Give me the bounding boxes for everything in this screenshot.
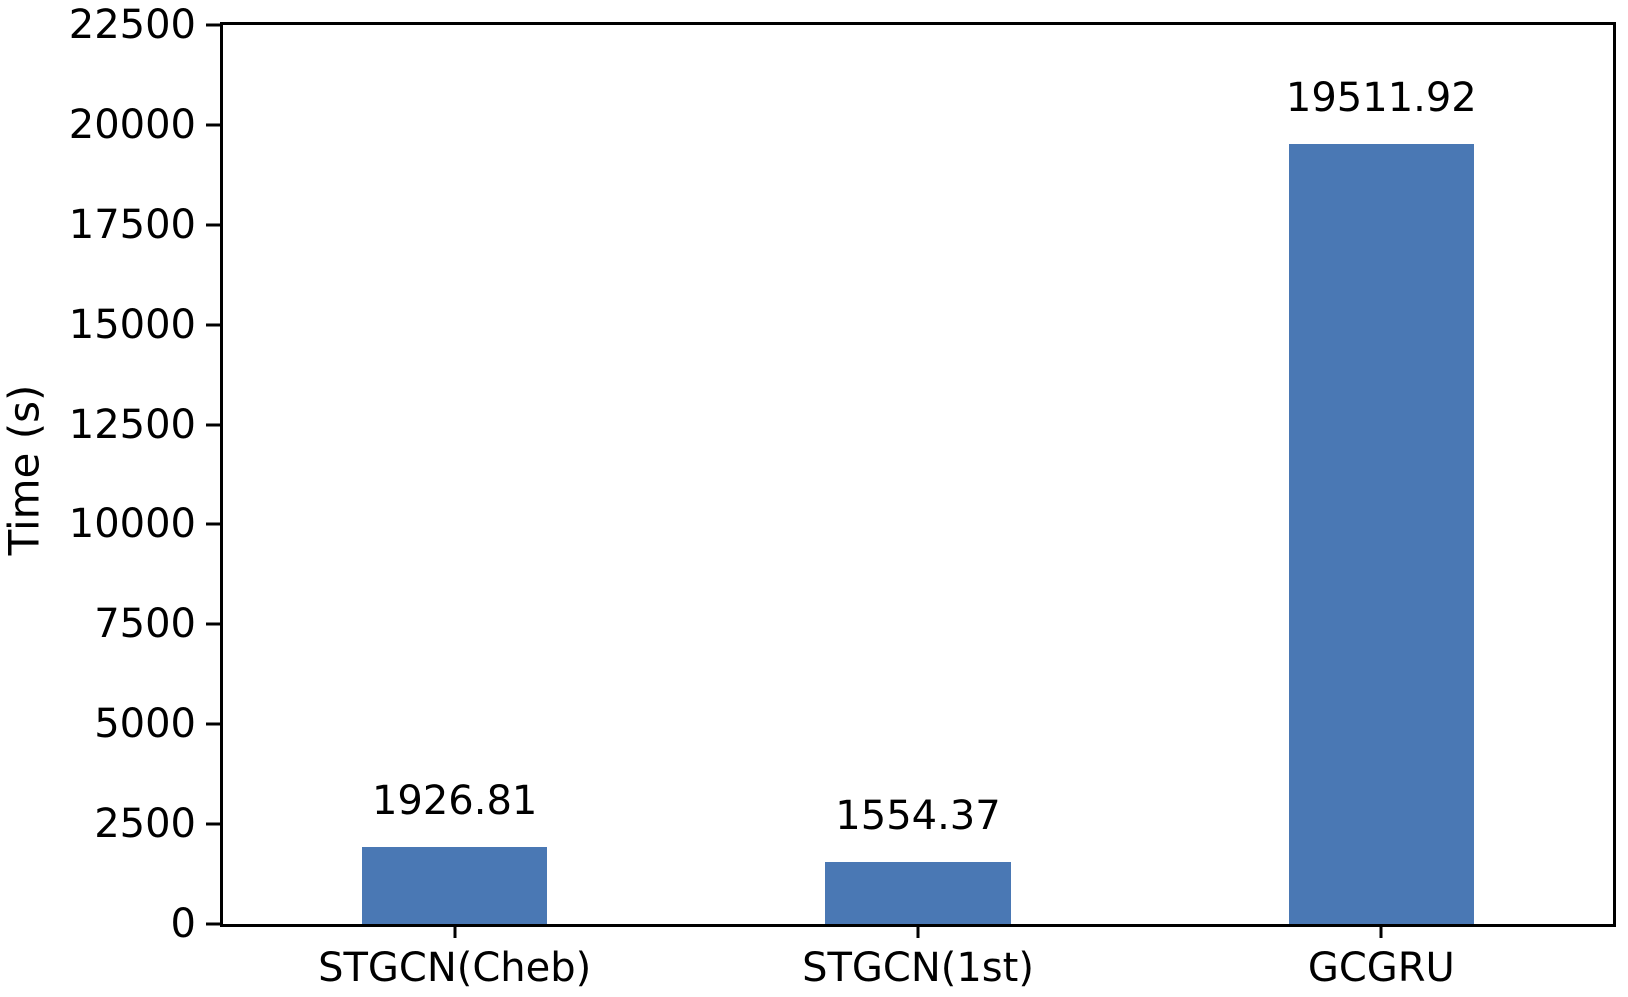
bar-value-label: 1554.37 — [835, 792, 1001, 839]
y-tick-label: 15000 — [68, 301, 196, 348]
y-tick-mark — [206, 23, 220, 27]
y-tick-label: 5000 — [94, 701, 196, 748]
y-axis-title: Time (s) — [0, 384, 49, 556]
y-tick-mark — [206, 223, 220, 227]
bar — [825, 861, 1011, 924]
y-tick-mark — [206, 123, 220, 127]
y-tick-mark — [206, 722, 220, 726]
bar — [362, 847, 548, 924]
x-tick-mark — [453, 924, 457, 938]
y-tick-label: 20000 — [68, 101, 196, 148]
bar-value-label: 1926.81 — [371, 778, 538, 825]
x-tick-label: STGCN(Cheb) — [318, 945, 592, 991]
x-tick-label: GCGRU — [1307, 945, 1455, 991]
y-tick-mark — [206, 522, 220, 526]
y-tick-label: 17500 — [68, 201, 196, 248]
y-tick-label: 2500 — [94, 801, 196, 848]
y-tick-mark — [206, 423, 220, 427]
x-tick-label: STGCN(1st) — [802, 945, 1034, 991]
x-tick-mark — [1379, 924, 1383, 938]
y-tick-mark — [206, 822, 220, 826]
y-tick-label: 12500 — [68, 401, 196, 448]
y-tick-label: 0 — [170, 901, 196, 947]
y-tick-mark — [206, 622, 220, 626]
bar-value-label: 19511.92 — [1285, 75, 1477, 122]
y-tick-label: 22500 — [68, 2, 196, 48]
x-tick-mark — [916, 924, 920, 938]
y-tick-label: 10000 — [68, 501, 196, 548]
y-tick-label: 7500 — [94, 601, 196, 648]
bar — [1288, 144, 1474, 924]
y-tick-mark — [206, 323, 220, 327]
plot-area: 0 2500 5000 7500 10000 12500 15000 17500 20000 22… — [69, 5, 1616, 988]
y-tick-mark — [206, 922, 220, 926]
